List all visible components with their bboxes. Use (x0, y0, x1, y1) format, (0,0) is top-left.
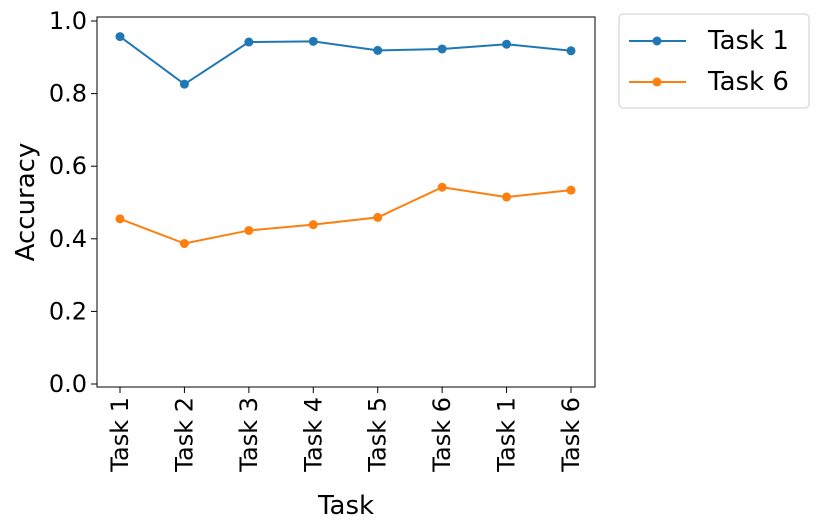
series-line (119, 35, 572, 86)
y-tick-label: 0.0 (49, 370, 87, 398)
data-point (244, 225, 254, 235)
data-point (115, 214, 125, 224)
data-point (437, 44, 447, 54)
y-tick-label: 0.6 (49, 152, 87, 180)
y-axis: 0.0 0.2 0.4 0.6 0.8 1.0 (49, 7, 97, 398)
legend-entry: Task 6 (629, 67, 789, 97)
x-axis: Task 1 Task 2 Task 3 Task 4 Task 5 Task 6 Task… (106, 387, 585, 473)
x-tick-label: Task 1 (106, 397, 134, 473)
data-point (244, 37, 254, 47)
legend-frame (618, 13, 810, 109)
legend-label: Task 6 (707, 67, 789, 97)
y-axis-label: Accuracy (11, 143, 41, 262)
legend-marker (652, 77, 662, 87)
data-point (115, 32, 125, 42)
x-tick-label: Task 3 (235, 397, 263, 473)
x-tick-label: Task 1 (493, 397, 521, 473)
legend-label: Task 1 (707, 26, 789, 56)
plot-area (96, 16, 596, 388)
data-point (502, 192, 512, 202)
data-point (308, 36, 318, 46)
data-point (502, 39, 512, 49)
legend-marker (652, 36, 662, 46)
y-tick-label: 0.2 (49, 297, 87, 325)
data-point (373, 212, 383, 222)
data-point (179, 79, 189, 89)
x-tick-label: Task 5 (364, 397, 392, 473)
legend: Task 1 Task 6 (618, 13, 810, 109)
series-layer (115, 32, 576, 249)
x-tick-label: Task 6 (557, 397, 585, 473)
data-point (566, 46, 576, 56)
x-tick-label: Task 6 (428, 397, 456, 473)
series-1 (115, 32, 576, 89)
series-2 (115, 182, 576, 249)
data-point (437, 182, 447, 192)
x-axis-label: Task (317, 491, 374, 521)
legend-entry: Task 1 (629, 26, 789, 56)
data-point (373, 45, 383, 55)
x-tick-label: Task 4 (299, 397, 327, 473)
y-tick-label: 1.0 (49, 7, 87, 35)
y-tick-label: 0.8 (49, 80, 87, 108)
y-tick-label: 0.4 (49, 225, 87, 253)
data-point (179, 239, 189, 249)
data-point (566, 185, 576, 195)
data-point (308, 220, 318, 230)
series-line (119, 186, 572, 245)
x-tick-label: Task 2 (170, 397, 198, 473)
